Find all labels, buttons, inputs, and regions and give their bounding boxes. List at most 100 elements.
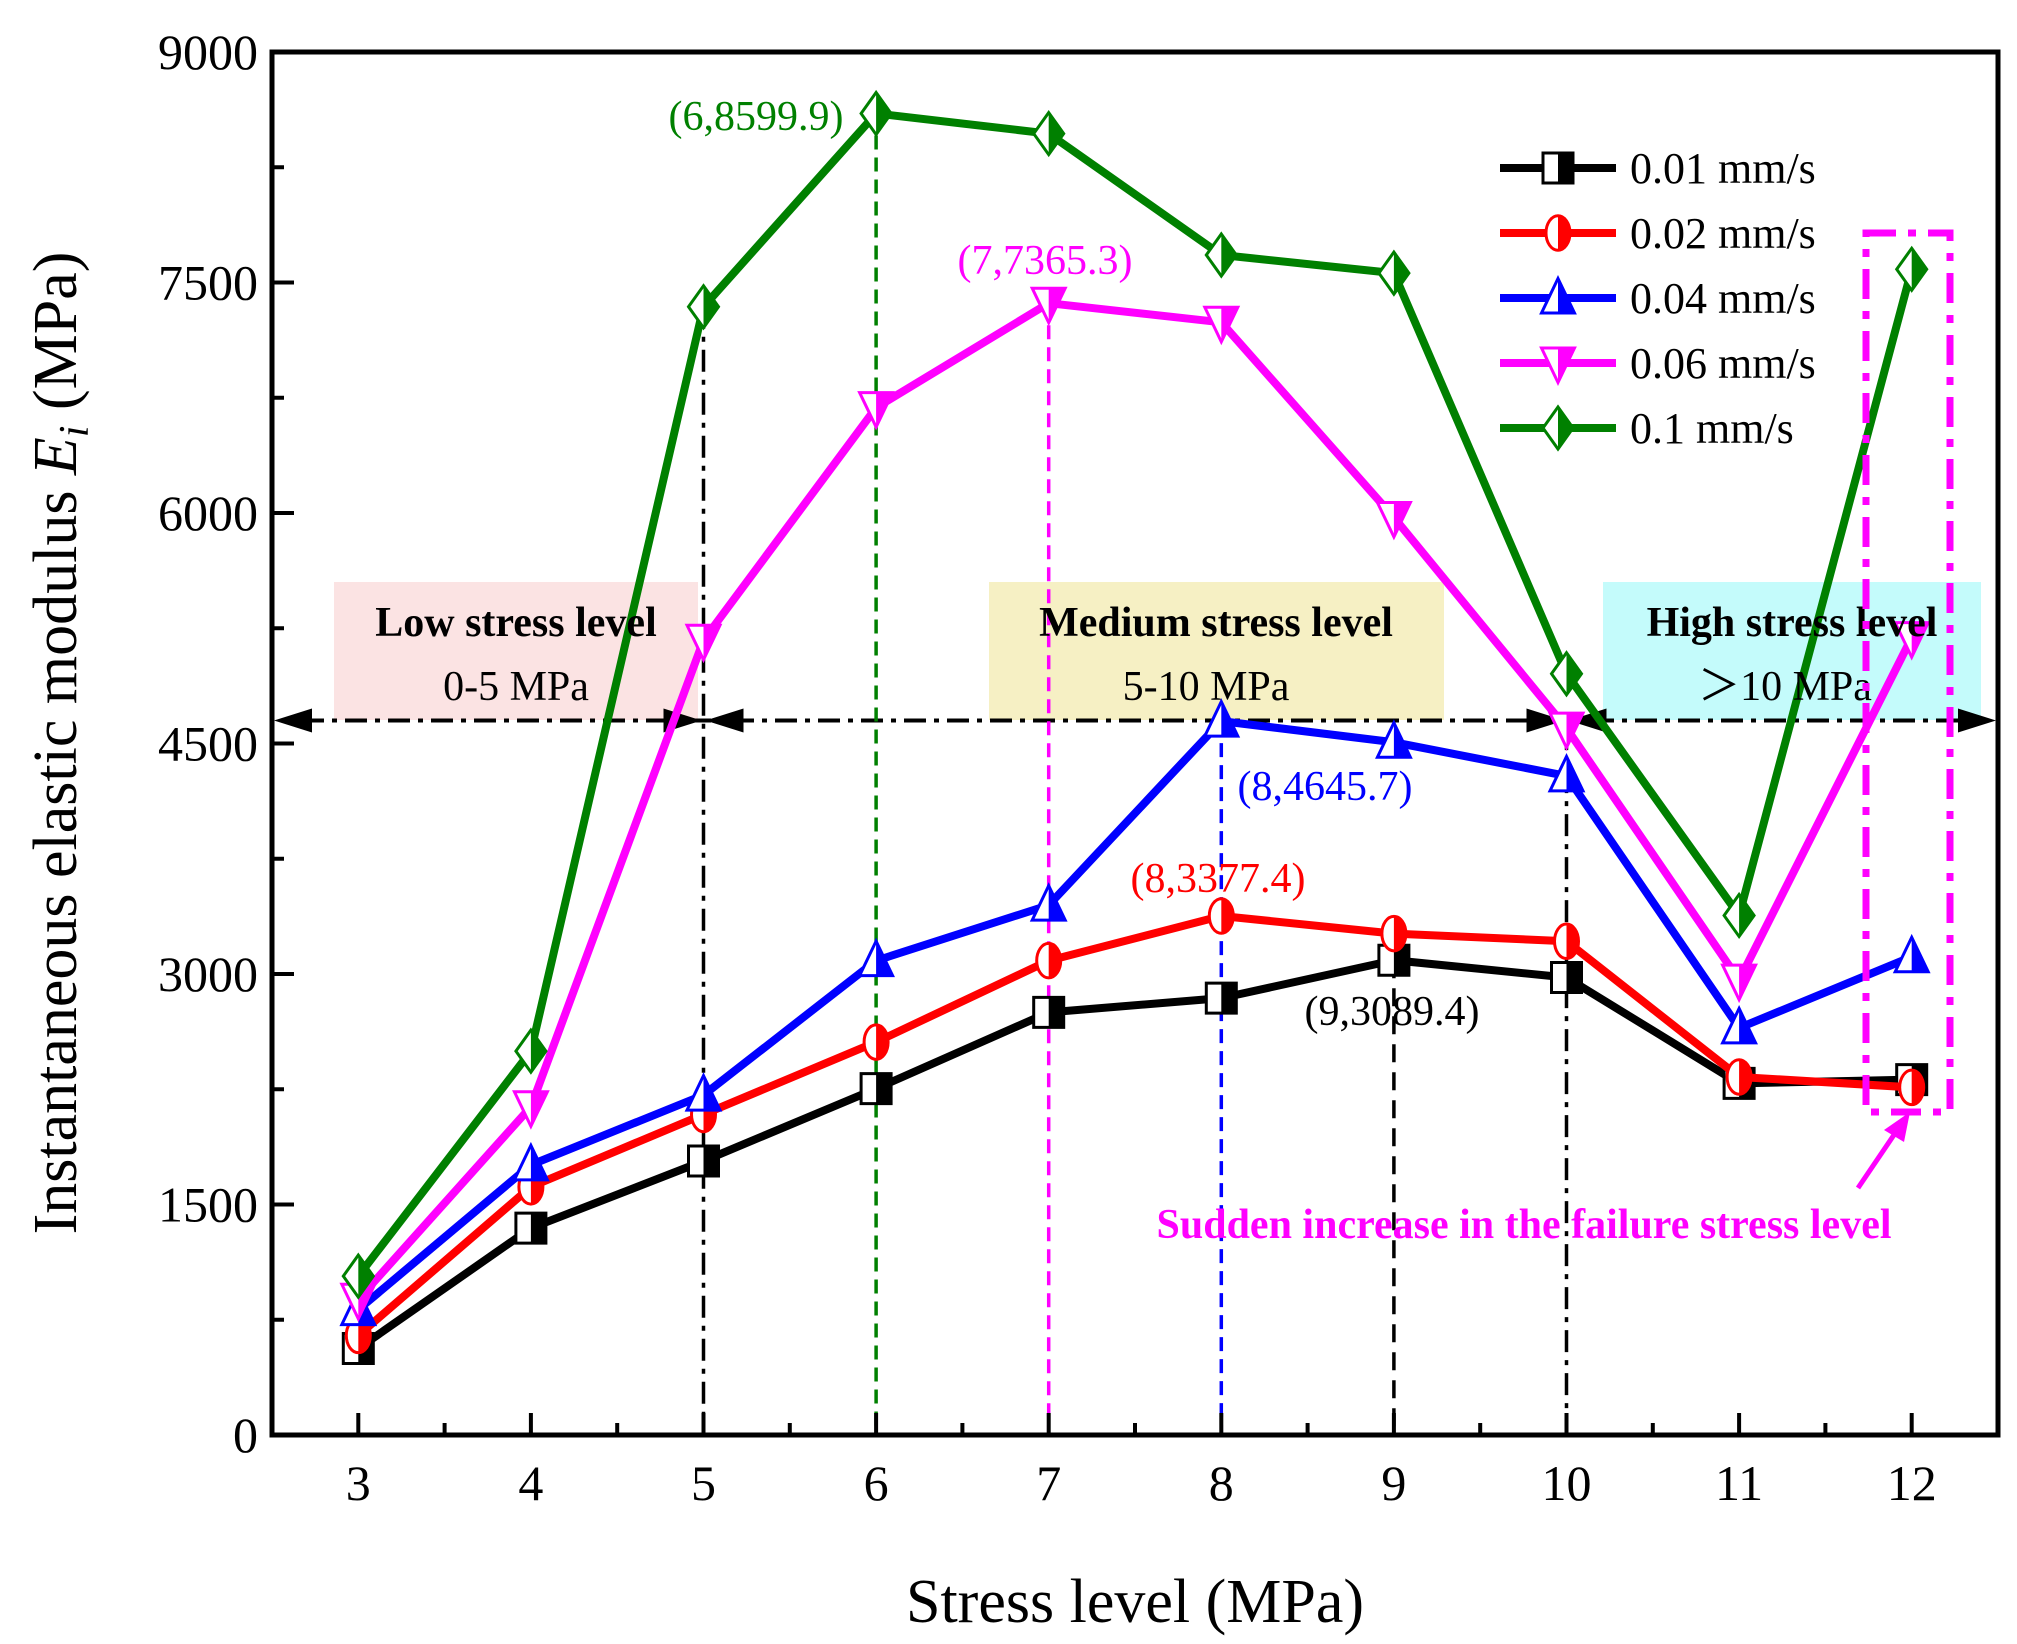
legend: 0.01 mm/s 0.02 mm/s 0.04 mm/s 0.06 mm/s 0.1 …: [1500, 144, 1816, 453]
marker-fill: [1566, 962, 1582, 993]
marker-fill: [703, 285, 719, 328]
x-tick-label: 9: [1381, 1455, 1406, 1511]
marker-fill: [530, 1091, 548, 1127]
marker-circle: [1207, 897, 1235, 935]
highlight-box: [1862, 229, 1954, 1116]
marker-fill: [1221, 898, 1234, 934]
marker-fill: [1558, 153, 1573, 183]
marker-circle: [862, 1023, 890, 1061]
series-0.06-mm-s: [339, 286, 1931, 1323]
marker-diamond: [1894, 245, 1929, 293]
annotation-sudden-increase: Sudden increase in the failure stress le…: [1157, 1202, 1892, 1248]
marker-fill: [1911, 937, 1929, 972]
annotation-peak-0.02: (8,3377.4): [1131, 856, 1306, 902]
axis-ticks: 3 4 5 6 7 8 9 10 11 12 0 1500 3000 4500 6000 7500 9000: [158, 24, 1937, 1511]
marker-fill: [876, 941, 893, 976]
marker-fill: [1393, 945, 1409, 976]
legend-item: 0.1 mm/s: [1500, 404, 1794, 453]
marker-diamond: [1722, 891, 1756, 940]
marker-triangle-up: [1375, 719, 1413, 759]
divider-arrow-head: [274, 708, 312, 733]
marker-triangle-up: [1547, 752, 1586, 793]
region-medium-box: [989, 582, 1444, 720]
marker-fill: [1048, 288, 1066, 323]
region-low-range: 0-5 MPa: [443, 664, 589, 710]
legend-item: 0.01 mm/s: [1500, 144, 1816, 193]
marker-fill: [1739, 965, 1756, 1000]
marker-square: [859, 1072, 893, 1106]
marker-triangle-down: [857, 391, 895, 431]
marker-triangle-down: [1547, 711, 1586, 752]
series-0.04-mm-s: [339, 698, 1931, 1327]
y-tick-label: 6000: [158, 485, 258, 541]
x-tick-label: 12: [1887, 1455, 1937, 1511]
region-high-range: ＞10 MPa: [1698, 664, 1872, 710]
marker-fill: [1739, 894, 1755, 937]
legend-item: 0.04 mm/s: [1500, 274, 1816, 323]
marker-fill: [876, 92, 892, 135]
marker-triangle-up: [857, 937, 895, 978]
marker-fill: [1911, 622, 1929, 658]
marker-circle: [1898, 1068, 1926, 1107]
region-medium-title: Medium stress level: [1039, 600, 1393, 646]
legend-label: 0.01 mm/s: [1630, 144, 1816, 193]
marker-square: [514, 1211, 548, 1245]
marker-diamond: [1541, 404, 1575, 452]
marker-fill: [1048, 112, 1064, 155]
marker-fill: [1221, 701, 1238, 737]
marker-triangle-down: [684, 623, 723, 664]
marker-fill: [1221, 307, 1238, 342]
x-tick-label: 8: [1209, 1455, 1234, 1511]
marker-diamond: [1377, 249, 1411, 297]
marker-fill: [1221, 233, 1237, 276]
x-tick-label: 5: [691, 1455, 716, 1511]
marker-fill: [876, 1024, 889, 1060]
marker-triangle-up: [1029, 882, 1068, 922]
marker-diamond: [514, 1027, 548, 1075]
marker-fill: [1558, 407, 1573, 449]
series-group: [339, 89, 1931, 1365]
marker-fill: [1558, 348, 1575, 383]
marker-fill: [876, 392, 893, 428]
marker-fill: [1739, 1008, 1756, 1043]
marker-fill: [703, 625, 720, 660]
divider-arrow-head: [1526, 708, 1565, 733]
marker-triangle-up: [1539, 275, 1577, 315]
series-line: [356, 956, 1912, 1352]
marker-circle: [1553, 922, 1580, 961]
marker-fill: [530, 1145, 548, 1180]
marker-fill: [1393, 502, 1411, 537]
marker-fill: [1048, 997, 1064, 1028]
marker-fill: [1566, 713, 1583, 748]
annotation-peak-0.04: (8,4645.7): [1238, 764, 1413, 810]
y-tick-label: 7500: [158, 255, 258, 311]
legend-label: 0.06 mm/s: [1630, 339, 1816, 388]
marker-circle: [344, 1316, 372, 1355]
marker-fill: [1566, 756, 1583, 791]
annotation-peak-0.01: (9,3089.4): [1305, 989, 1480, 1035]
marker-diamond: [1549, 650, 1584, 698]
marker-square: [1032, 995, 1066, 1029]
marker-fill: [1048, 885, 1066, 921]
highlight-arrow-head: [1884, 1112, 1910, 1142]
marker-diamond: [686, 283, 721, 331]
y-tick-label: 3000: [158, 946, 258, 1002]
divider-arrow-head: [1958, 708, 1996, 733]
marker-fill: [1739, 1059, 1752, 1095]
x-tick-label: 6: [864, 1455, 889, 1511]
marker-fill: [530, 1030, 546, 1073]
y-tick-label: 9000: [158, 24, 258, 80]
marker-fill: [358, 1318, 371, 1353]
marker-fill: [703, 1075, 720, 1111]
y-tick-label: 1500: [158, 1177, 258, 1233]
region-medium-range: 5-10 MPa: [1123, 664, 1290, 710]
legend-item: 0.02 mm/s: [1500, 209, 1816, 258]
marker-circle: [1725, 1058, 1753, 1096]
y-tick-label: 0: [233, 1407, 258, 1463]
marker-triangle-up: [512, 1141, 550, 1182]
x-tick-label: 11: [1715, 1455, 1763, 1511]
marker-fill: [1558, 278, 1575, 313]
marker-fill: [1393, 252, 1409, 295]
series-0.1-mm-s: [341, 89, 1929, 1300]
